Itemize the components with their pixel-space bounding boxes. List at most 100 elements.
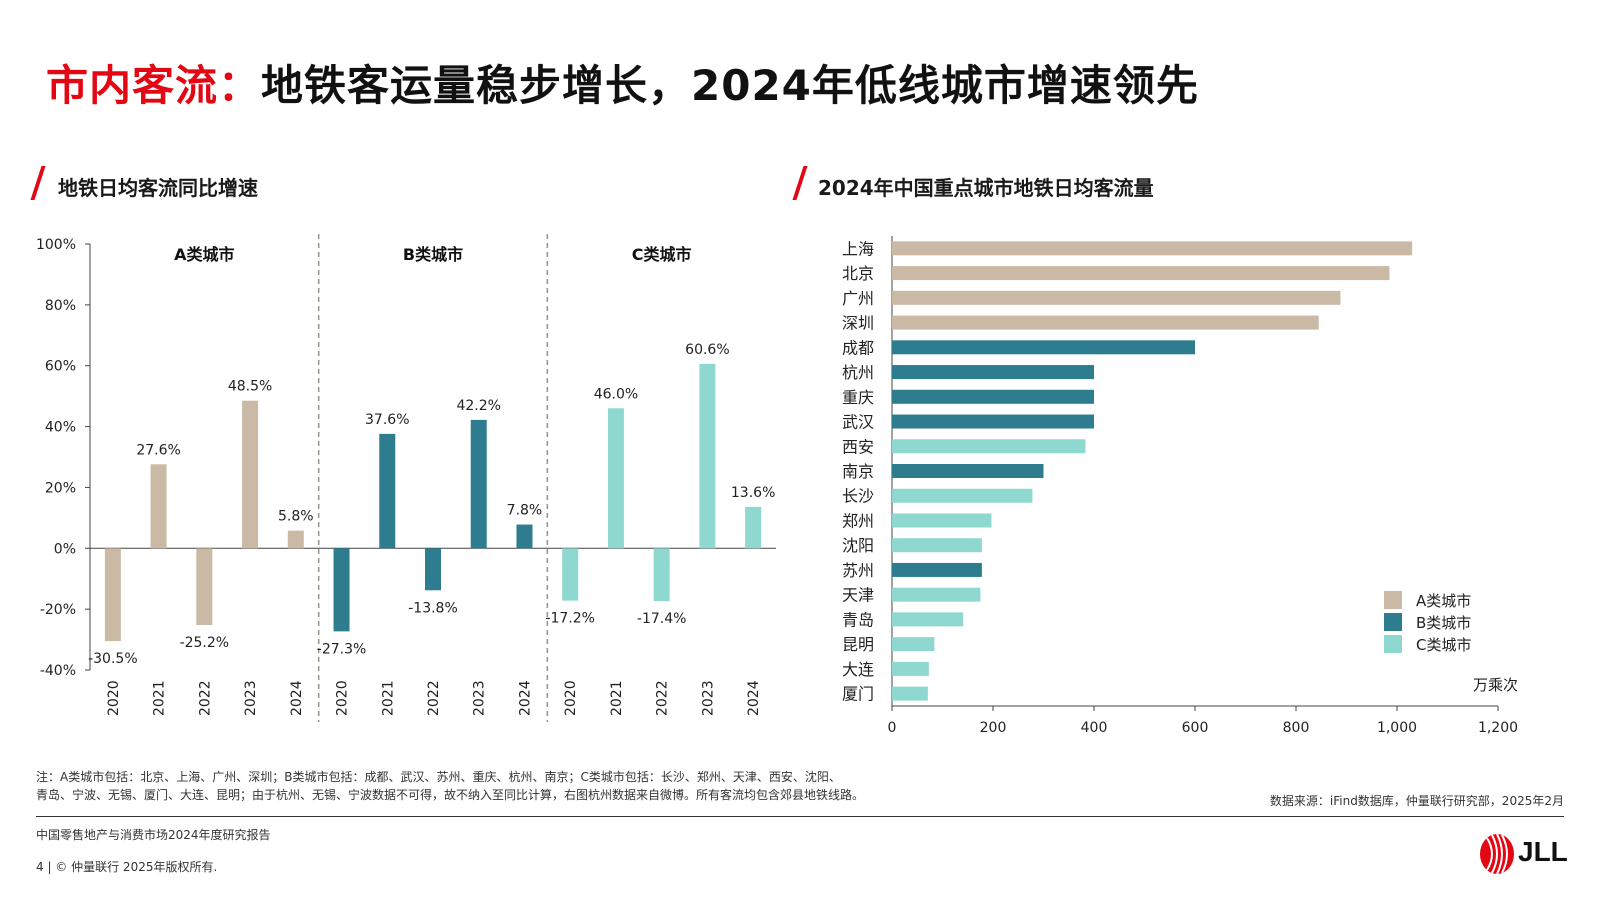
y-tick-label: 40% (45, 420, 76, 436)
data-label: 46.0% (594, 386, 638, 402)
x-tick-label: 2022 (197, 680, 213, 716)
group-title: A类城市 (174, 245, 234, 264)
jll-logo-text: JLL (1518, 836, 1568, 867)
x-tick-label: 200 (980, 720, 1007, 736)
bar (516, 524, 533, 549)
data-label: 5.8% (278, 509, 314, 525)
left-chart-subtitle: 地铁日均客流同比增速 (58, 176, 258, 200)
x-tick-label: 2022 (655, 680, 671, 716)
x-tick-label: 2024 (746, 680, 762, 716)
y-tick-label: 郑州 (842, 511, 874, 530)
x-tick-label: 2020 (106, 680, 122, 716)
page-title: 市内客流：地铁客运量稳步增长，2024年低线城市增速领先 (46, 52, 1199, 113)
x-tick-label: 2020 (563, 680, 579, 716)
x-tick-label: 400 (1081, 720, 1108, 736)
bar (607, 408, 624, 549)
legend-swatch (1384, 613, 1402, 631)
y-tick-label: 天津 (842, 586, 874, 605)
x-tick-label: 2021 (152, 680, 168, 716)
bar (242, 400, 259, 549)
data-label: 27.6% (136, 442, 180, 458)
x-tick-label: 1,000 (1377, 720, 1417, 736)
bar (333, 548, 350, 632)
legend-label: A类城市 (1416, 592, 1471, 610)
y-tick-label: 长沙 (842, 487, 874, 506)
x-tick-label: 2023 (700, 680, 716, 716)
page-title-highlight: 市内客流： (46, 61, 262, 110)
bar (892, 464, 1044, 478)
y-tick-label: 苏州 (842, 561, 874, 580)
y-tick-label: 北京 (842, 264, 874, 283)
bar (470, 419, 487, 549)
data-label: 48.5% (228, 379, 272, 395)
page-title-main: 地铁客运量稳步增长，2024年低线城市增速领先 (261, 61, 1199, 110)
data-label: -30.5% (88, 651, 138, 667)
bar (892, 290, 1341, 305)
bar (892, 414, 1094, 429)
data-label: -25.2% (180, 635, 230, 651)
bar (196, 548, 213, 625)
bar (425, 548, 441, 591)
bar (892, 340, 1195, 355)
bar (653, 548, 670, 602)
note-line-2: 青岛、宁波、无锡、厦门、大连、昆明；由于杭州、无锡、宁波数据不可得，故不纳入至同… (36, 788, 865, 802)
bar (892, 637, 935, 652)
ridership-chart: 0 200 400 600 800 1,000 1,200 上海北京广州深圳成都杭州重庆武汉西… (842, 236, 1518, 736)
legend-swatch (1384, 591, 1402, 609)
y-tick-label: 大连 (842, 660, 874, 679)
x-tick-label: 600 (1182, 720, 1209, 736)
data-label: 13.6% (731, 485, 775, 501)
y-tick-label: 昆明 (842, 635, 874, 654)
x-tick-label: 2023 (243, 680, 259, 716)
bar (892, 439, 1086, 454)
y-tick-label: 南京 (842, 462, 874, 481)
right-chart-subtitle: 2024年中国重点城市地铁日均客流量 (818, 176, 1154, 200)
jll-logo: JLL (1478, 832, 1568, 876)
growth-rate-chart: 100% 80% 60% 40% 20% 0% -20% -40% A类城市 -30.5% 2020… (36, 234, 776, 722)
bar (892, 612, 964, 627)
bar (892, 365, 1094, 380)
x-tick-label: 2023 (472, 680, 488, 716)
y-tick-label: 60% (45, 359, 76, 375)
y-tick-label: -20% (40, 602, 76, 618)
y-tick-label: 杭州 (842, 363, 874, 382)
bar (892, 513, 992, 528)
x-tick-label: 1,200 (1478, 720, 1518, 736)
bar (892, 315, 1319, 330)
bar (892, 661, 929, 676)
y-tick-label: 80% (45, 298, 76, 314)
bar (892, 266, 1390, 281)
x-tick-label: 800 (1283, 720, 1310, 736)
bar (379, 433, 396, 549)
y-tick-label: 0% (54, 541, 76, 557)
footer-copyright: 4 | © 仲量联行 2025年版权所有. (36, 860, 218, 874)
bar (892, 488, 1033, 503)
bar (562, 548, 579, 601)
bar (892, 538, 982, 553)
group-title: B类城市 (403, 245, 463, 264)
note-line-1: 注：A类城市包括：北京、上海、广州、深圳；B类城市包括：成都、武汉、苏州、重庆、… (36, 770, 841, 784)
jll-logo-icon (1480, 833, 1514, 875)
x-tick-label: 2024 (517, 680, 533, 716)
footer-divider (36, 816, 1564, 817)
data-label: -13.8% (408, 600, 458, 616)
y-tick-label: 20% (45, 480, 76, 496)
bar (745, 506, 762, 549)
y-tick-label: 青岛 (842, 610, 874, 629)
y-tick-label: 西安 (842, 437, 874, 456)
bar (892, 562, 982, 577)
x-tick-label: 2021 (380, 680, 396, 716)
bar (892, 389, 1094, 404)
footer-report-name: 中国零售地产与消费市场2024年度研究报告 (36, 828, 271, 842)
legend-label: B类城市 (1416, 614, 1471, 632)
data-label: 37.6% (365, 412, 409, 428)
data-label: -17.2% (545, 611, 595, 627)
y-tick-label: 深圳 (842, 314, 874, 333)
bar (892, 587, 981, 602)
x-tick-label: 2024 (289, 680, 305, 716)
data-source: 数据来源：iFind数据库，仲量联行研究部，2025年2月 (1269, 794, 1564, 808)
y-tick-label: 广州 (842, 289, 874, 308)
x-tick-label: 2022 (426, 680, 442, 716)
group-title: C类城市 (632, 245, 692, 264)
y-tick-label: 成都 (842, 338, 874, 357)
